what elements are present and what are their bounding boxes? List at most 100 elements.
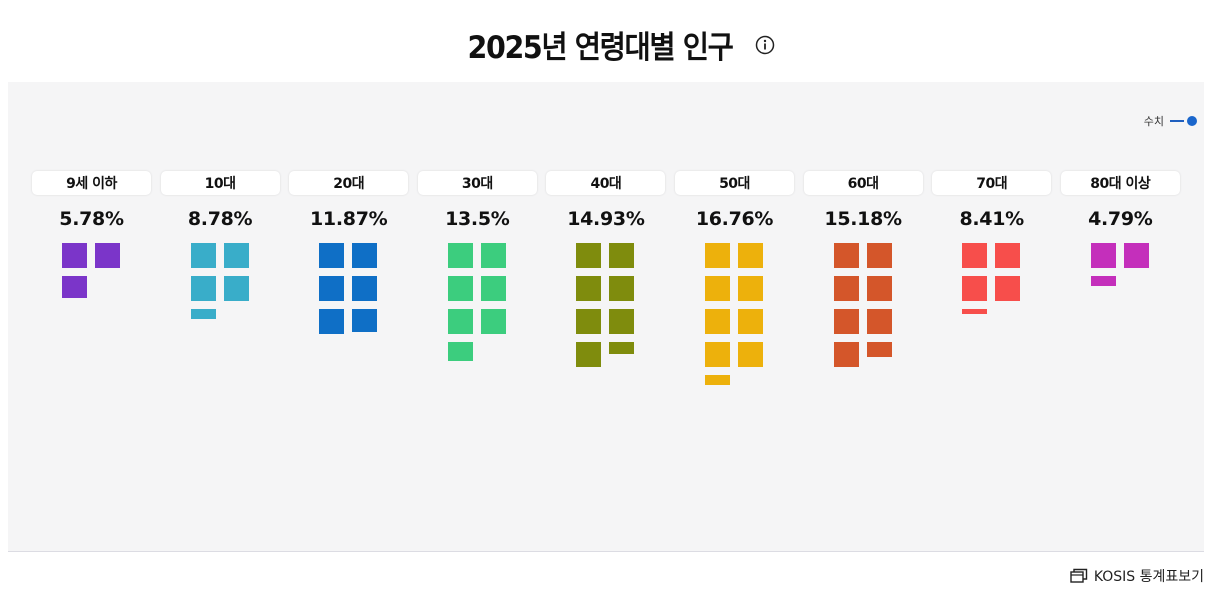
info-icon[interactable]: [755, 35, 775, 59]
category-label: 70대: [932, 171, 1052, 195]
legend-dot-icon: [1187, 116, 1197, 126]
waffle-bar: [62, 243, 122, 393]
chart-header: 2025년 연령대별 인구: [0, 22, 1231, 67]
value-label: 15.18%: [824, 208, 902, 230]
waffle-square: [576, 276, 602, 301]
waffle-bar: [576, 243, 636, 393]
waffle-square: [447, 276, 473, 301]
waffle-square: [95, 243, 120, 268]
waffle-square: [352, 309, 378, 332]
value-label: 5.78%: [59, 208, 124, 230]
waffle-square: [866, 243, 892, 268]
age-group: 50대 16.76%: [675, 171, 794, 401]
waffle-square: [319, 309, 345, 334]
waffle-square: [352, 243, 378, 268]
age-group: 70대 8.41%: [932, 171, 1052, 401]
waffle-square: [705, 375, 730, 385]
window-icon: [1070, 568, 1088, 583]
age-group: 60대 15.18%: [803, 171, 923, 401]
waffle-square: [480, 243, 506, 268]
value-label: 8.78%: [187, 208, 253, 230]
waffle-square: [576, 309, 602, 334]
waffle-square: [190, 276, 216, 301]
waffle-bar: [962, 243, 1022, 393]
value-label: 16.76%: [695, 208, 774, 230]
category-label: 20대: [289, 171, 409, 195]
category-label: 80대 이상: [1060, 171, 1180, 195]
age-group: 80대 이상 4.79%: [1060, 171, 1180, 401]
waffle-bar: [447, 243, 508, 393]
waffle-square: [866, 309, 892, 334]
waffle-square: [62, 243, 87, 268]
age-group: 10대 8.78%: [160, 171, 280, 401]
category-label: 9세 이하: [32, 171, 151, 195]
category-label: 50대: [675, 171, 794, 195]
age-group: 40대 14.93%: [546, 171, 666, 401]
waffle-groups: 9세 이하 5.78% 10대 8.78% 20대 11.87% 30대 13.5% 40대 14…: [32, 171, 1182, 431]
waffle-square: [705, 342, 730, 367]
value-label: 4.79%: [1088, 208, 1153, 230]
value-label: 11.87%: [310, 208, 388, 230]
waffle-square: [962, 309, 988, 314]
legend-toggle[interactable]: 수치: [1144, 113, 1197, 129]
waffle-bar: [319, 243, 379, 393]
category-label: 40대: [546, 171, 666, 195]
kosis-link[interactable]: KOSIS 통계표보기: [1070, 566, 1204, 586]
waffle-square: [738, 309, 763, 334]
age-group: 9세 이하 5.78%: [32, 171, 151, 401]
waffle-square: [480, 309, 506, 334]
waffle-bar: [1090, 243, 1151, 393]
value-label: 14.93%: [567, 208, 645, 230]
waffle-square: [62, 276, 87, 298]
waffle-square: [609, 276, 635, 301]
waffle-bar: [705, 243, 765, 393]
waffle-bar: [190, 243, 251, 393]
waffle-square: [223, 276, 249, 301]
category-label: 30대: [417, 171, 537, 195]
value-label: 8.41%: [959, 208, 1024, 230]
age-group: 30대 13.5%: [417, 171, 537, 401]
waffle-square: [190, 309, 216, 319]
divider: [8, 551, 1204, 552]
waffle-square: [447, 243, 473, 268]
waffle-square: [962, 276, 988, 301]
waffle-square: [705, 243, 730, 268]
waffle-square: [480, 276, 506, 301]
waffle-square: [705, 276, 730, 301]
waffle-square: [995, 276, 1021, 301]
waffle-square: [738, 342, 763, 367]
waffle-square: [738, 243, 763, 268]
waffle-square: [352, 276, 378, 301]
waffle-square: [962, 243, 988, 268]
waffle-square: [833, 243, 859, 268]
waffle-square: [319, 243, 345, 268]
waffle-square: [190, 243, 216, 268]
kosis-label: KOSIS 통계표보기: [1093, 569, 1204, 585]
legend-line-icon: [1170, 120, 1184, 122]
waffle-square: [1123, 243, 1149, 268]
waffle-square: [223, 243, 249, 268]
legend-label: 수치: [1143, 115, 1164, 128]
waffle-square: [609, 243, 635, 268]
waffle-square: [705, 309, 730, 334]
waffle-square: [995, 243, 1021, 268]
waffle-square: [1090, 243, 1116, 268]
waffle-square: [576, 342, 602, 367]
category-label: 10대: [160, 171, 280, 195]
waffle-square: [866, 342, 892, 357]
waffle-square: [1090, 276, 1116, 286]
waffle-square: [576, 243, 602, 268]
waffle-square: [447, 309, 473, 334]
waffle-square: [833, 342, 859, 367]
waffle-square: [738, 276, 763, 301]
age-group: 20대 11.87%: [289, 171, 409, 401]
category-label: 60대: [803, 171, 923, 195]
waffle-square: [833, 276, 859, 301]
waffle-square: [447, 342, 473, 361]
value-label: 13.5%: [445, 208, 510, 230]
waffle-square: [319, 276, 345, 301]
waffle-square: [866, 276, 892, 301]
waffle-square: [609, 342, 635, 354]
waffle-square: [833, 309, 859, 334]
chart-title: 2025년 연령대별 인구: [467, 30, 733, 66]
